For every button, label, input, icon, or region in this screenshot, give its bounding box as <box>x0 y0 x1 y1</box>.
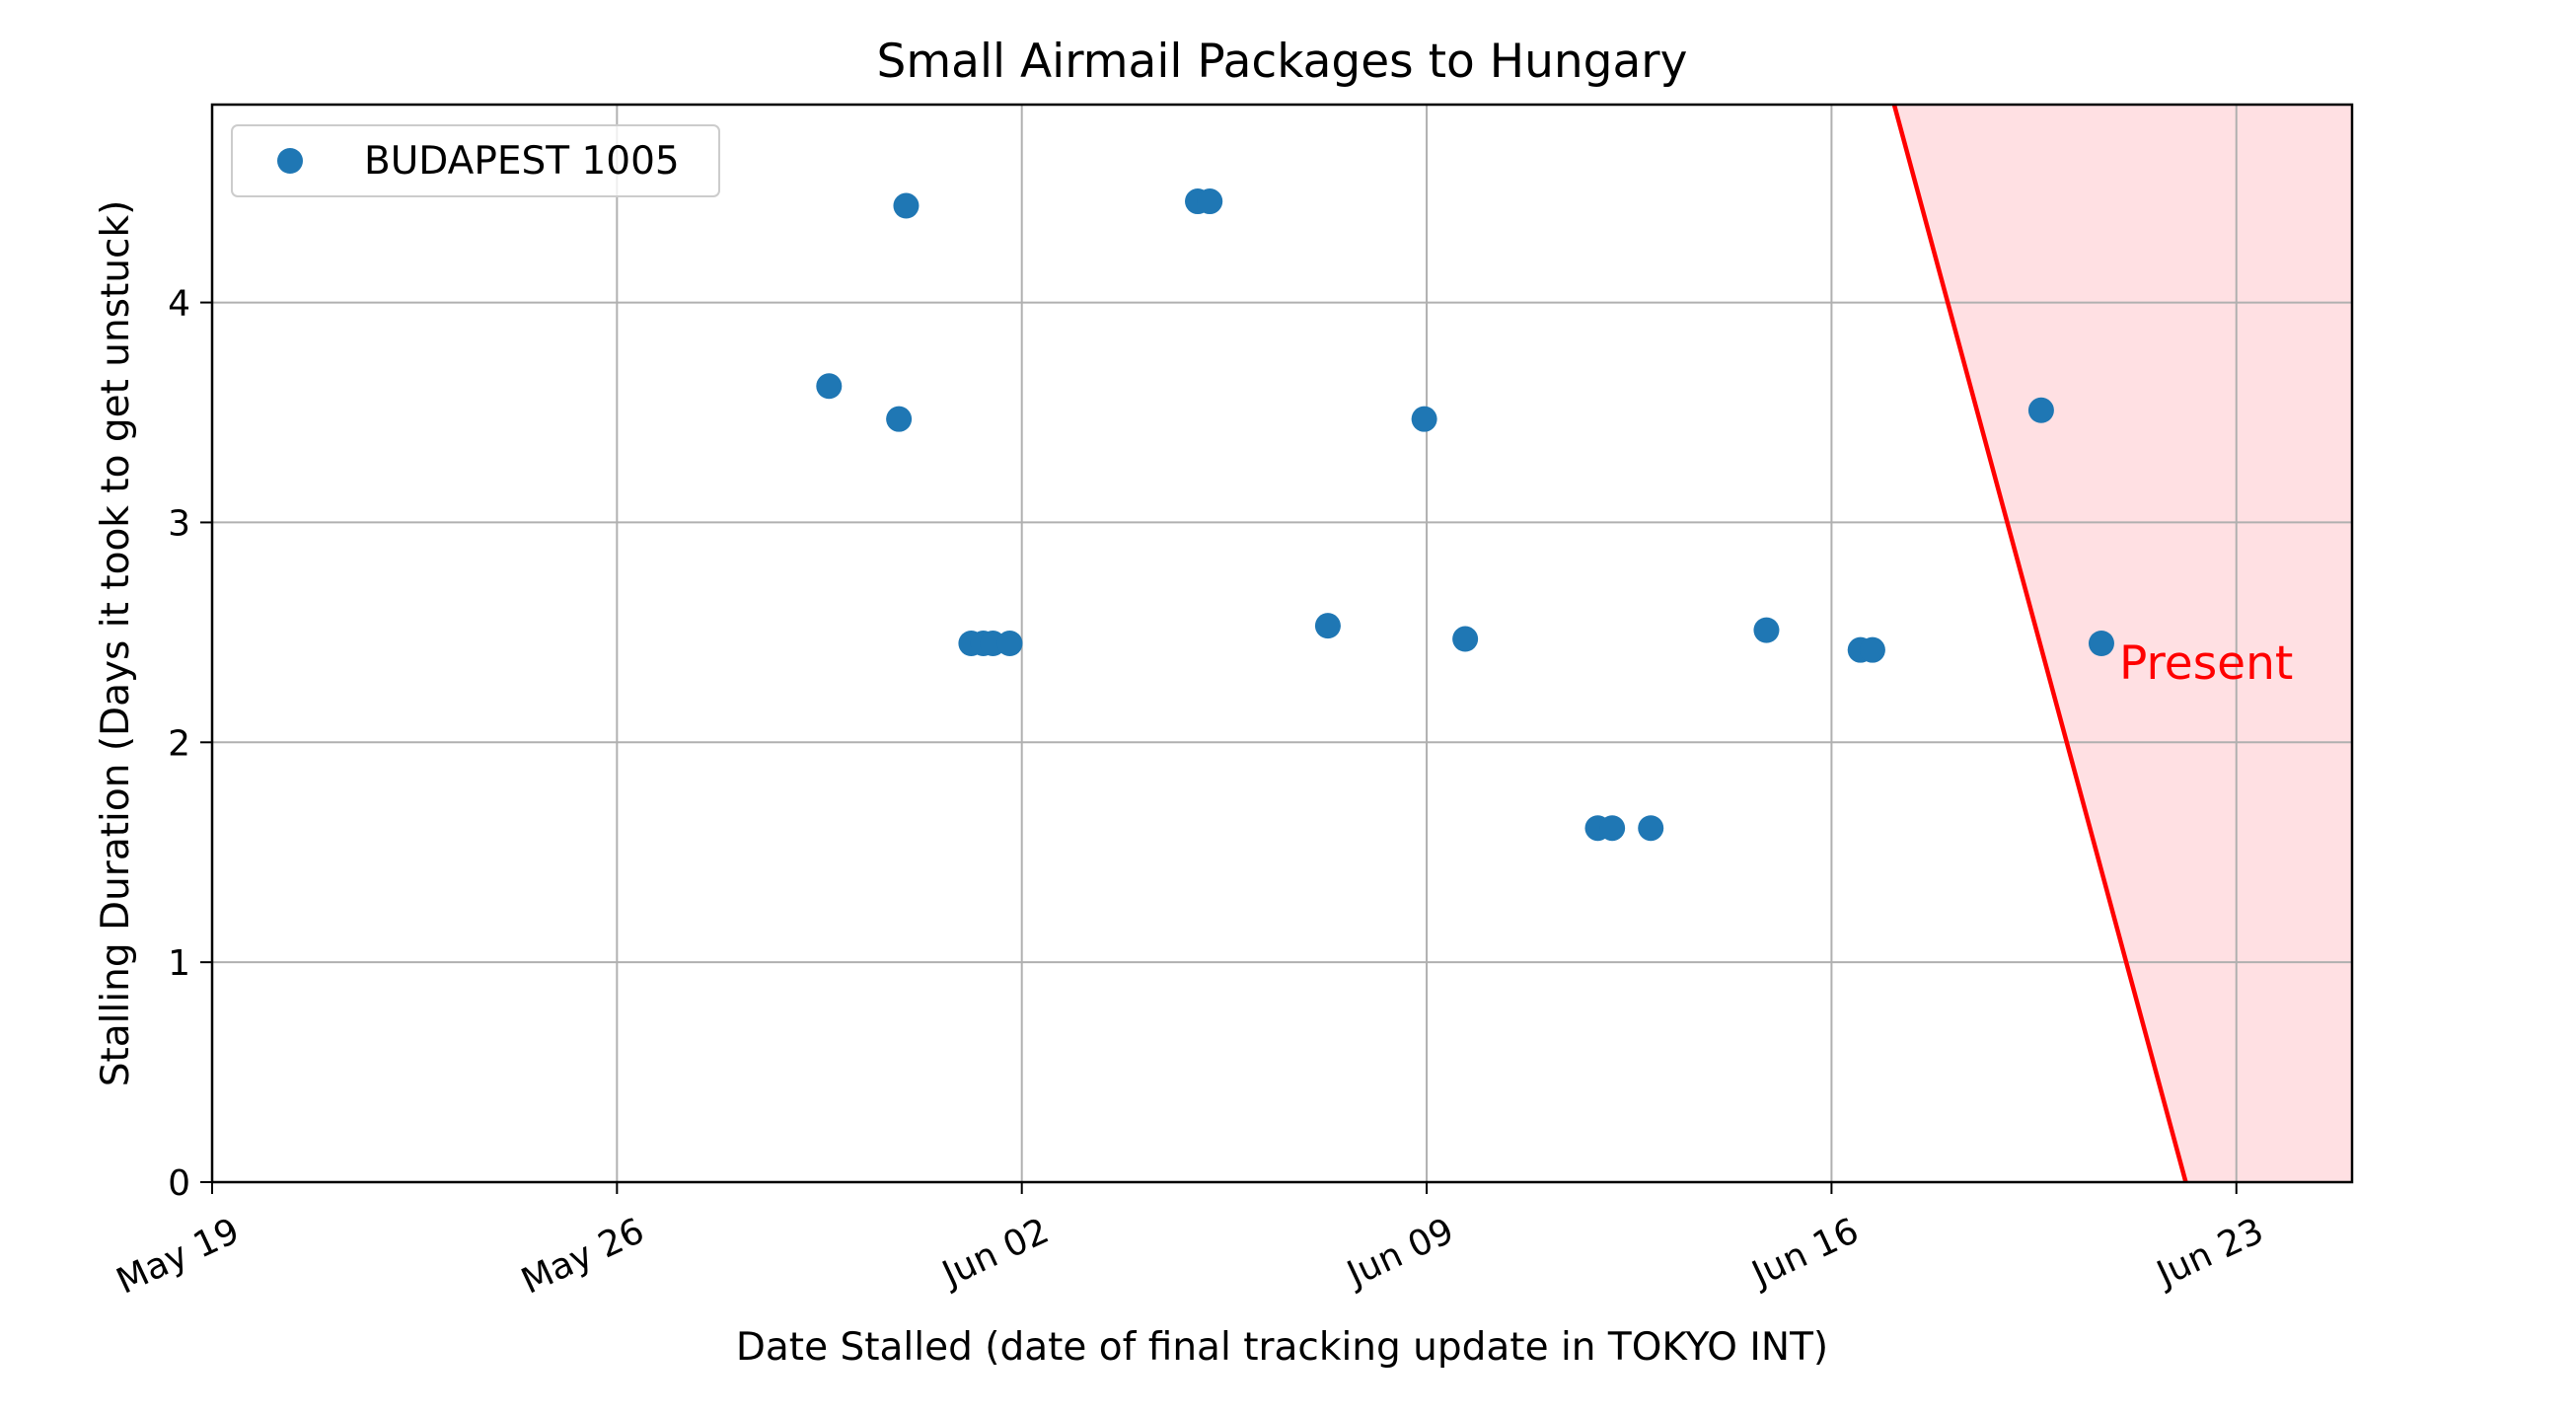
legend-box <box>231 124 720 197</box>
y-axis-ticks: 0 1 2 3 4 <box>168 284 212 1204</box>
data-point <box>2027 397 2054 423</box>
y-tick-label: 4 <box>168 284 190 325</box>
data-point <box>1314 613 1341 639</box>
present-line-layer <box>1891 105 2188 1182</box>
present-boundary-line <box>1891 105 2188 1182</box>
legend: BUDAPEST 1005 <box>231 124 720 197</box>
data-point <box>996 631 1023 656</box>
data-point <box>886 406 913 432</box>
present-shaded-region <box>1893 105 2352 1182</box>
y-tick-label: 2 <box>168 723 190 764</box>
data-point <box>1599 815 1626 842</box>
chart-title: Small Airmail Packages to Hungary <box>877 35 1688 89</box>
data-point <box>1197 188 1223 215</box>
y-tick-label: 1 <box>168 943 190 984</box>
data-point <box>1638 815 1664 842</box>
y-tick-label: 0 <box>168 1163 190 1204</box>
data-point <box>1452 626 1479 652</box>
legend-label-budapest-1005: BUDAPEST 1005 <box>364 139 680 184</box>
x-axis-label: Date Stalled (date of final tracking upd… <box>736 1325 1828 1370</box>
present-region-layer <box>1893 105 2352 1182</box>
data-point <box>1753 617 1780 643</box>
plot-area-frame <box>210 103 2354 1184</box>
points-layer <box>816 188 2114 842</box>
legend-marker-budapest-1005 <box>277 148 303 174</box>
data-point <box>893 192 920 219</box>
data-point <box>1411 406 1437 432</box>
y-axis-label: Stalling Duration (Days it took to get u… <box>94 200 138 1087</box>
y-tick-label: 3 <box>168 503 190 544</box>
present-annotation: Present <box>2119 636 2293 691</box>
data-point <box>2088 631 2114 656</box>
data-point <box>1859 636 1885 663</box>
data-point <box>816 373 843 400</box>
